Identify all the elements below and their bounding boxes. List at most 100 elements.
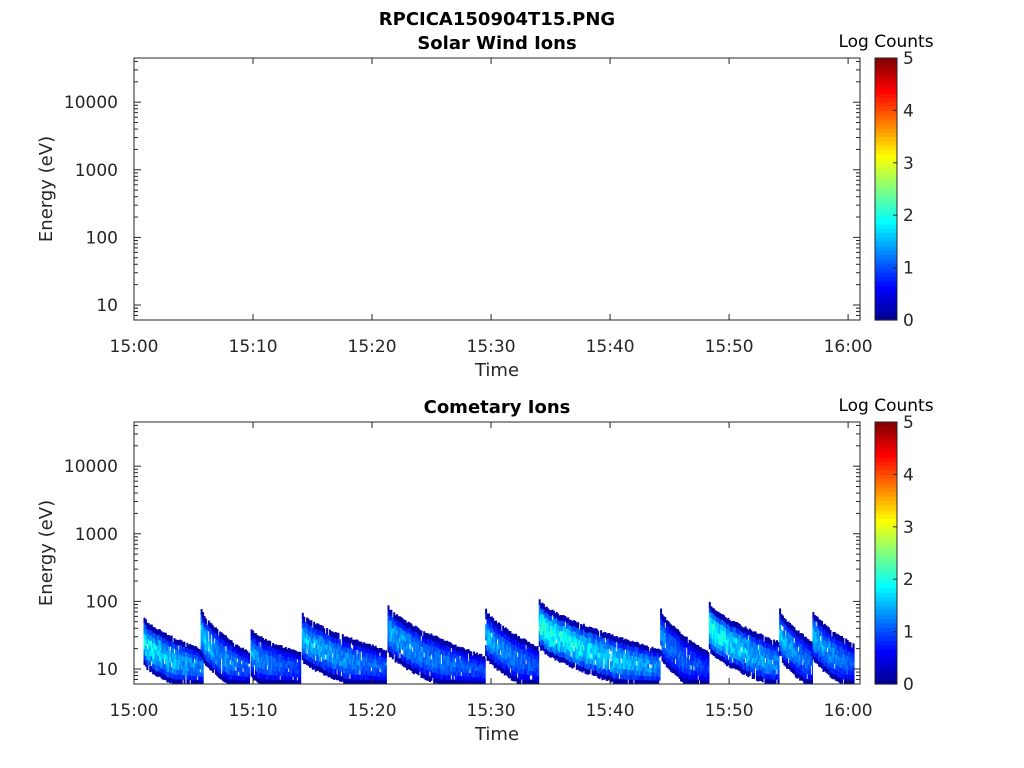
spectrogram-cell	[724, 653, 727, 660]
spectrogram-cell	[441, 659, 444, 665]
spectrogram-cell	[671, 630, 674, 637]
spectrogram-cell	[562, 636, 565, 642]
spectrogram-cell	[489, 642, 492, 649]
spectrogram-cell	[771, 644, 774, 650]
spectrogram-cell	[163, 632, 166, 639]
spectrogram-cell	[640, 657, 643, 663]
spectrogram-cell	[544, 612, 547, 619]
spectrogram-cell	[480, 653, 483, 658]
spectrogram-cell	[612, 641, 615, 648]
spectrogram-cell	[620, 647, 623, 654]
spectrogram-cell	[456, 646, 459, 652]
spectrogram-cell	[460, 679, 463, 684]
spectrogram-cell	[388, 620, 391, 626]
spectrogram-cell	[154, 639, 157, 645]
spectrogram-cell	[723, 630, 726, 637]
spectrogram-cell	[421, 651, 424, 658]
spectrogram-cell	[694, 657, 697, 663]
spectrogram-cell	[293, 657, 296, 662]
spectrogram-cell	[721, 614, 724, 620]
spectrogram-cell	[400, 638, 403, 644]
spectrogram-cell	[612, 646, 615, 653]
spectrogram-cell	[353, 644, 356, 651]
spectrogram-cell	[144, 624, 147, 631]
spectrogram-cell	[428, 655, 431, 662]
spectrogram-cell	[548, 646, 551, 653]
spectrogram-cell	[172, 667, 175, 674]
spectrogram-cell	[367, 675, 370, 681]
spectrogram-cell	[242, 680, 245, 684]
spectrogram-cell	[292, 657, 295, 662]
spectrogram-cell	[361, 661, 364, 667]
spectrogram-cell	[464, 657, 467, 662]
spectrogram-cell	[299, 673, 302, 678]
spectrogram-cell	[704, 680, 707, 684]
spectrogram-cell	[476, 670, 479, 675]
spectrogram-cell	[156, 640, 159, 646]
spectrogram-cell	[620, 637, 623, 643]
spectrogram-cell	[309, 636, 311, 642]
spectrogram-cell	[264, 679, 267, 684]
spectrogram-cell	[301, 612, 304, 619]
spectrogram-cell	[488, 618, 490, 625]
spectrogram-cell	[632, 670, 635, 676]
spectrogram-cell	[406, 664, 409, 671]
spectrogram-cell	[330, 657, 333, 663]
spectrogram-cell	[172, 673, 175, 679]
spectrogram-cell	[230, 645, 233, 651]
spectrogram-cell	[193, 667, 196, 672]
spectrogram-cell	[256, 655, 259, 662]
spectrogram-cell	[230, 654, 233, 661]
spectrogram-cell	[456, 667, 459, 673]
spectrogram-cell	[787, 621, 790, 628]
spectrogram-cell	[222, 649, 225, 656]
spectrogram-cell	[387, 636, 390, 643]
spectrogram-cell	[367, 670, 370, 676]
spectrogram-cell	[383, 661, 386, 666]
y-tick-label: 1000	[75, 525, 118, 545]
spectrogram-cell	[167, 676, 170, 683]
spectrogram-cell	[260, 672, 263, 679]
spectrogram-cell	[478, 667, 481, 672]
spectrogram-cell	[246, 680, 249, 684]
spectrogram-cell	[177, 654, 180, 661]
spectrogram-cell	[150, 624, 153, 631]
spectrogram-cell	[390, 651, 393, 658]
spectrogram-cell	[541, 644, 544, 650]
spectrogram-cell	[644, 671, 647, 676]
spectrogram-cell	[324, 659, 327, 666]
spectrogram-cell	[806, 663, 809, 670]
spectrogram-cell	[605, 633, 608, 640]
spectrogram-cell	[614, 672, 617, 679]
spectrogram-cell	[630, 665, 633, 671]
spectrogram-cell	[640, 679, 643, 684]
spectrogram-cell	[751, 652, 754, 659]
spectrogram-cell	[370, 675, 373, 681]
spectrogram-cell	[284, 679, 287, 684]
spectrogram-cell	[602, 632, 605, 638]
spectrogram-cell	[727, 623, 730, 629]
spectrogram-cell	[818, 661, 821, 667]
spectrogram-cell	[661, 635, 664, 641]
spectrogram-cell	[496, 628, 499, 635]
spectrogram-cell	[758, 649, 761, 655]
spectrogram-cell	[316, 638, 319, 645]
spectrogram-cell	[851, 652, 853, 658]
spectrogram-cell	[525, 654, 528, 660]
spectrogram-cell	[581, 625, 584, 631]
spectrogram-cell	[577, 663, 580, 670]
spectrogram-cell	[564, 631, 567, 638]
spectrogram-cell	[833, 632, 836, 638]
spectrogram-cell	[647, 663, 650, 668]
y-tick-label: 100	[86, 228, 118, 248]
spectrogram-cell	[665, 630, 668, 637]
spectrogram-cell	[687, 653, 690, 659]
spectrogram-cell	[341, 654, 344, 661]
spectrogram-cell	[831, 662, 833, 669]
spectrogram-cell	[736, 653, 738, 660]
spectrogram-cell	[417, 669, 420, 676]
spectrogram-cell	[678, 662, 681, 669]
spectrogram-cell	[426, 643, 429, 650]
spectrogram-cell	[723, 615, 726, 621]
spectrogram-cell	[314, 640, 317, 646]
